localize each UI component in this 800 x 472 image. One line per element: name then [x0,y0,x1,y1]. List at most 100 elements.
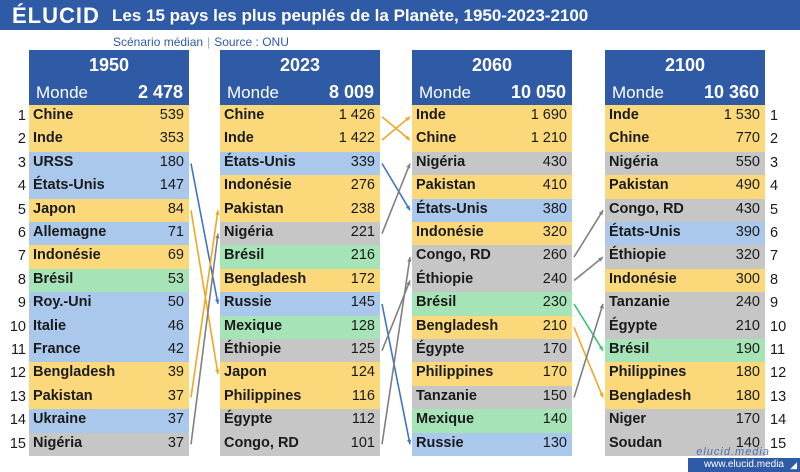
table-row: Pakistan 37 [29,385,189,410]
population-value: 46 [167,317,184,334]
table-row: Nigéria 221 [220,222,380,246]
country-name: Égypte [416,341,465,357]
population-value: 180 [159,153,184,170]
population-value: 145 [350,294,375,311]
subtitle: Scénario médian | Source : ONU [113,35,289,49]
rank-link-arrowhead [215,369,220,375]
country-name: Pakistan [609,177,669,194]
population-value: 260 [542,247,567,264]
rank-link-line [381,116,411,141]
rank-number: 15 [770,435,787,452]
population-value: 128 [350,317,375,334]
country-name: Éthiopie [609,247,667,264]
table-row: Bengladesh 210 [412,315,572,339]
footer-url: www.elucid.media [703,459,784,470]
country-name: Brésil [33,270,74,287]
population-value: 71 [167,224,184,240]
table-row: Brésil 53 [29,268,189,293]
population-value: 37 [167,387,184,404]
table-row: Philippines 116 [220,385,380,410]
arrow-icon: ◢ [790,460,797,470]
country-name: Congo, RD [224,434,299,451]
table-row: États-Unis 390 [605,222,765,246]
country-name: Brésil [609,341,650,357]
rank-number: 5 [770,201,779,218]
table-row: Brésil 216 [220,245,380,269]
country-name: Égypte [224,411,273,428]
rank-link-arrowhead [406,163,411,169]
rank-link-line [381,303,411,445]
population-value: 130 [542,434,567,451]
table-row: Bengladesh 39 [29,362,189,386]
table-row: Japon 84 [29,198,189,222]
table-row: Égypte 210 [605,315,765,339]
table-row: Congo, RD 101 [220,432,380,456]
table-row: Bengladesh 180 [605,385,765,410]
scenario-label: Scénario médian [113,35,204,49]
table-row: Indonésie 320 [412,222,572,246]
country-name: Inde [416,107,446,123]
rank-number: 1 [17,108,26,124]
country-name: Allemagne [33,224,107,240]
population-value: 140 [542,411,567,428]
table-row: Indonésie 300 [605,268,765,293]
country-name: Chine [224,107,265,123]
source-label: Source : ONU [214,35,289,49]
rank-number: 3 [770,154,779,171]
rank-number: 8 [17,271,26,288]
table-row: Nigéria 430 [412,151,572,176]
rank-number: 6 [770,225,779,241]
population-value: 190 [735,341,760,357]
world-label: Monde [419,83,471,102]
table-row: Mexique 128 [220,315,380,339]
population-value: 390 [735,224,760,240]
population-value: 240 [735,294,760,311]
population-value: 124 [350,364,375,381]
world-label: Monde [227,83,279,102]
population-value: 490 [735,177,760,194]
table-row: États-Unis 147 [29,175,189,199]
rank-number: 11 [10,342,26,358]
column-header-2100: 2100 Monde 10 360 [605,50,765,107]
table-row: États-Unis 380 [412,198,572,222]
rank-link-line [381,256,411,445]
rank-number: 9 [770,295,779,312]
table-row: Philippines 180 [605,362,765,386]
brand-logo: ÉLUCID [12,3,100,28]
table-row: États-Unis 339 [220,151,380,176]
rank-link-arrowhead [598,257,603,262]
population-value: 147 [159,177,184,194]
population-value: 125 [350,341,375,357]
table-row: Indonésie 276 [220,175,380,199]
population-value: 240 [542,270,567,287]
table-row: Bengladesh 172 [220,268,380,293]
population-value: 410 [542,177,567,194]
country-name: URSS [33,153,74,170]
country-name: Nigéria [33,434,83,451]
table-row: Indonésie 69 [29,245,189,269]
table-row: Chine 1 210 [412,128,572,152]
rank-link-arrowhead [405,135,410,141]
country-name: Bengladesh [609,387,692,404]
rank-number: 6 [17,225,26,241]
country-name: Roy.-Uni [33,294,92,311]
table-row: Éthiopie 320 [605,245,765,269]
population-value: 1 422 [338,130,375,147]
population-value: 430 [735,200,760,217]
table-row: Roy.-Uni 50 [29,292,189,316]
table-row: Égypte 112 [220,409,380,433]
population-value: 216 [350,247,375,264]
country-name: Mexique [416,411,475,428]
country-name: Inde [33,130,63,147]
rank-link-line [573,326,604,398]
rank-number: 9 [17,295,26,312]
rank-link-line [190,233,219,445]
table-row: Nigéria 550 [605,151,765,176]
country-name: Niger [609,411,647,428]
rank-link-line [381,116,411,141]
population-value: 320 [735,247,760,264]
column-year: 1950 [88,55,130,75]
country-name: Mexique [224,317,283,334]
country-name: Tanzanie [416,387,477,404]
rank-link-line [381,163,411,211]
